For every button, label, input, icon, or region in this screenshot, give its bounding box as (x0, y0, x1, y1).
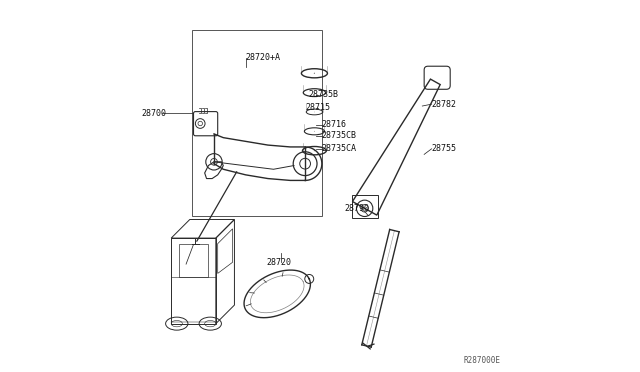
Text: 28755: 28755 (431, 144, 456, 153)
Text: 28715: 28715 (305, 103, 330, 112)
Text: 28716: 28716 (322, 120, 347, 129)
Text: 28735CA: 28735CA (322, 144, 357, 153)
Text: 28782: 28782 (431, 100, 456, 109)
Text: 28720: 28720 (266, 258, 291, 267)
Text: 28720+A: 28720+A (246, 53, 280, 62)
Text: 28735CB: 28735CB (322, 131, 357, 140)
Text: R287000E: R287000E (463, 356, 500, 365)
Text: 28700: 28700 (141, 109, 166, 118)
Text: 28790: 28790 (344, 204, 369, 213)
Text: 28735B: 28735B (309, 90, 339, 99)
